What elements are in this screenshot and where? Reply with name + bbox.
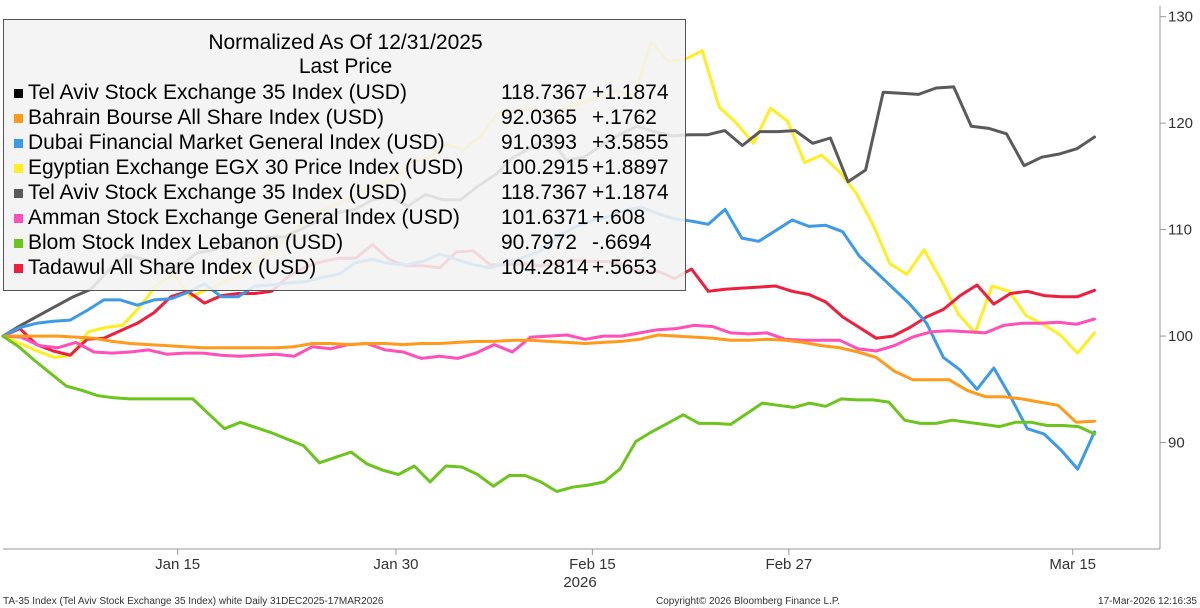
legend-item-change: +.5653 xyxy=(592,256,657,279)
footer-right: 17-Mar-2026 12:16:35 xyxy=(1098,596,1197,607)
series-line-6 xyxy=(1,334,1096,493)
legend-item: Egyptian Exchange EGX 30 Price Index (US… xyxy=(4,155,687,180)
y-tick-label: 100 xyxy=(1168,328,1193,345)
legend-item-value: 90.7972 xyxy=(501,231,577,254)
legend-item-change: +1.8897 xyxy=(592,156,669,179)
axes xyxy=(3,6,1161,550)
series-line-4 xyxy=(1,317,1096,360)
legend-item-value: 91.0393 xyxy=(501,131,577,154)
legend-item-change: +1.1874 xyxy=(592,181,669,204)
x-tick-label: Feb 15 xyxy=(569,556,616,573)
legend-item-name: Egyptian Exchange EGX 30 Price Index (US… xyxy=(28,156,464,179)
legend-item-value: 104.2814 xyxy=(501,256,589,279)
legend-item: Bahrain Bourse All Share Index (USD) 92.0… xyxy=(4,105,687,130)
legend-item: Amman Stock Exchange General Index (USD)… xyxy=(4,205,687,230)
legend-swatch xyxy=(14,189,23,198)
legend-item: Tadawul All Share Index (USD) 104.2814 +.5… xyxy=(4,255,687,280)
legend-swatch xyxy=(14,89,23,98)
y-tick-label: 90 xyxy=(1168,435,1185,452)
y-ticks: 90 100 110 120 130 xyxy=(1160,9,1193,452)
legend-item-value: 92.0365 xyxy=(501,106,577,129)
footer-left: TA-35 Index (Tel Aviv Stock Exchange 35 … xyxy=(3,596,384,607)
legend-swatch xyxy=(14,164,23,173)
legend-item-value: 118.7367 xyxy=(501,81,588,104)
legend-item: Blom Stock Index Lebanon (USD) 90.7972 -.6… xyxy=(4,230,687,255)
x-axis-label: 2026 xyxy=(563,574,596,591)
x-tick-label: Jan 30 xyxy=(373,556,418,573)
legend-item-name: Bahrain Bourse All Share Index (USD) xyxy=(28,106,385,129)
legend-item: Dubai Financial Market General Index (US… xyxy=(4,130,687,155)
legend-title-line2: Last Price xyxy=(298,55,393,78)
legend-item-change: -.6694 xyxy=(592,231,652,254)
series-line-5 xyxy=(1,333,1096,424)
legend-swatch xyxy=(14,264,23,273)
y-tick-label: 120 xyxy=(1168,115,1193,132)
legend-item-change: +1.1874 xyxy=(592,81,669,104)
legend-item-name: Tadawul All Share Index (USD) xyxy=(28,256,317,279)
legend-item-change: +3.5855 xyxy=(592,131,669,154)
legend-item-value: 100.2915 xyxy=(501,156,589,179)
legend-item-change: +.1762 xyxy=(592,106,657,129)
x-tick-label: Feb 27 xyxy=(766,556,813,573)
footer-center: Copyright© 2026 Bloomberg Finance L.P. xyxy=(656,596,840,607)
legend-item: Tel Aviv Stock Exchange 35 Index (USD) 11… xyxy=(4,80,687,105)
legend-item-change: +.608 xyxy=(592,206,646,229)
y-tick-label: 110 xyxy=(1168,222,1192,239)
legend-item-name: Tel Aviv Stock Exchange 35 Index (USD) xyxy=(28,81,407,104)
legend-title: Normalized As Of 12/31/2025 Last Price xyxy=(4,31,687,79)
legend-item: Tel Aviv Stock Exchange 35 Index (USD) 11… xyxy=(4,180,687,205)
legend-item-name: Dubai Financial Market General Index (US… xyxy=(28,131,445,154)
legend-swatch xyxy=(14,114,23,123)
legend-item-name: Blom Stock Index Lebanon (USD) xyxy=(28,231,344,254)
legend-swatch xyxy=(14,139,23,148)
legend-item-value: 118.7367 xyxy=(501,181,588,204)
legend-item-name: Tel Aviv Stock Exchange 35 Index (USD) xyxy=(28,181,407,204)
legend-title-line1: Normalized As Of 12/31/2025 xyxy=(208,31,483,54)
y-tick-label: 130 xyxy=(1168,9,1193,26)
x-tick-label: Mar 15 xyxy=(1049,556,1096,573)
legend-item-value: 101.6371 xyxy=(501,206,589,229)
x-tick-label: Jan 15 xyxy=(155,556,200,573)
legend-swatch xyxy=(14,239,23,248)
legend-item-name: Amman Stock Exchange General Index (USD) xyxy=(28,206,460,229)
legend: Normalized As Of 12/31/2025 Last Price T… xyxy=(3,19,686,291)
legend-swatch xyxy=(14,214,23,223)
x-ticks: Jan 15 Jan 30 Feb 15 Feb 27 Mar 15 xyxy=(155,549,1096,573)
